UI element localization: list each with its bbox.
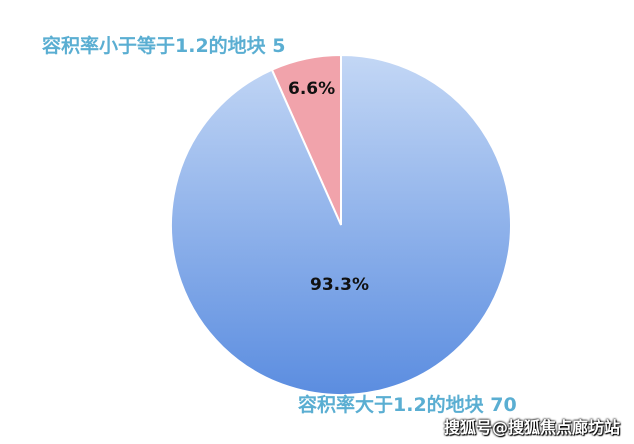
- slice-label-small: 容积率小于等于1.2的地块 5: [42, 34, 286, 57]
- watermark: 搜狐号@搜狐焦点廊坊站: [443, 418, 620, 437]
- slice-label-large: 容积率大于1.2的地块 70: [298, 393, 517, 416]
- pie-slice-large: [170, 53, 512, 396]
- slice-percent-large: 93.3%: [310, 275, 369, 295]
- slice-percent-small: 6.6%: [288, 79, 335, 99]
